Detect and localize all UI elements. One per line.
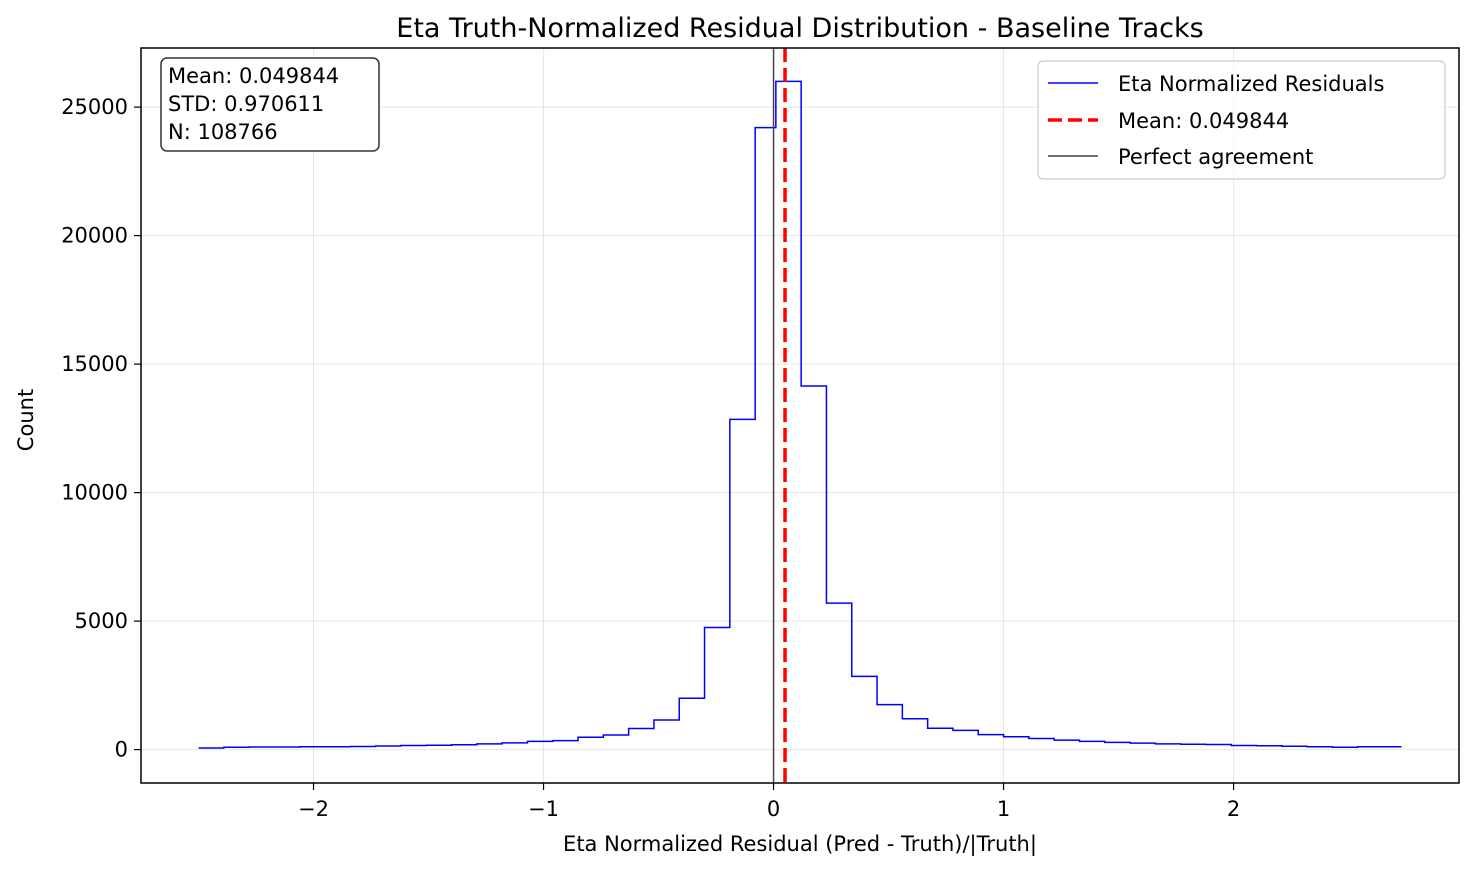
stats-box: Mean: 0.049844 STD: 0.970611 N: 108766 <box>160 57 380 152</box>
x-tick-label: −2 <box>298 797 329 821</box>
x-axis-label: Eta Normalized Residual (Pred - Truth)/|… <box>563 832 1037 857</box>
stats-std: STD: 0.970611 <box>168 92 324 116</box>
vertical-lines <box>772 48 787 783</box>
legend: Eta Normalized Residuals Mean: 0.049844 … <box>1037 60 1446 180</box>
y-tick-label: 5000 <box>75 609 128 633</box>
legend-label-reference: Perfect agreement <box>1118 145 1313 169</box>
stats-n: N: 108766 <box>168 120 278 144</box>
y-tick-label: 0 <box>115 738 128 762</box>
x-tick-label: 2 <box>1227 797 1240 821</box>
y-axis-ticks: 0 5000 10000 15000 20000 25000 <box>61 95 141 762</box>
x-tick-label: −1 <box>528 797 559 821</box>
chart-title: Eta Truth-Normalized Residual Distributi… <box>396 13 1203 44</box>
x-tick-label: 0 <box>767 797 780 821</box>
stats-mean: Mean: 0.049844 <box>168 64 339 88</box>
y-tick-label: 10000 <box>61 481 128 505</box>
legend-label-histogram: Eta Normalized Residuals <box>1118 72 1384 96</box>
y-tick-label: 25000 <box>61 95 128 119</box>
legend-label-mean: Mean: 0.049844 <box>1118 109 1289 133</box>
plot-area-frame <box>140 47 1460 784</box>
histogram-series <box>198 80 1402 749</box>
legend-frame <box>1037 60 1446 180</box>
histogram-step-line <box>198 80 1402 749</box>
y-tick-label: 15000 <box>61 352 128 376</box>
x-axis-ticks: −2 −1 0 1 2 <box>298 783 1240 821</box>
y-axis-label: Count <box>14 389 38 451</box>
x-tick-label: 1 <box>997 797 1010 821</box>
y-tick-label: 20000 <box>61 224 128 248</box>
stats-box-frame <box>160 57 380 152</box>
